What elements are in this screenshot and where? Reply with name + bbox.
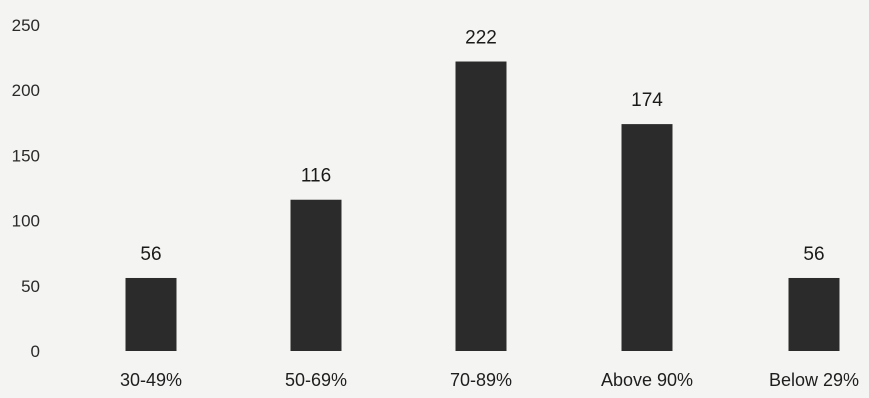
x-axis: 30-49% 50-69% 70-89% Above 90% Below 29% [120, 370, 859, 390]
y-axis: 0 50 100 150 200 250 [12, 16, 40, 361]
data-label: 56 [140, 244, 161, 265]
x-tick-label: Below 29% [769, 370, 859, 390]
x-tick-label: 30-49% [120, 370, 182, 390]
y-tick-label: 200 [12, 81, 40, 100]
y-tick-label: 0 [31, 342, 40, 361]
bar [455, 61, 507, 352]
y-tick-label: 250 [12, 16, 40, 35]
y-tick-label: 150 [12, 146, 40, 165]
data-label: 116 [301, 166, 331, 187]
y-tick-label: 100 [12, 212, 40, 231]
bar-series [125, 61, 840, 352]
x-tick-label: 50-69% [285, 370, 347, 390]
x-tick-label: 70-89% [450, 370, 512, 390]
x-tick-label: Above 90% [601, 370, 693, 390]
data-label: 56 [803, 244, 824, 265]
data-label: 222 [465, 28, 497, 49]
data-labels: 56 116 222 174 56 [140, 28, 824, 265]
bar [290, 199, 342, 351]
bar [788, 277, 840, 351]
data-label: 174 [631, 90, 663, 111]
bar [621, 124, 673, 351]
bar [125, 277, 177, 351]
y-tick-label: 50 [21, 277, 40, 296]
